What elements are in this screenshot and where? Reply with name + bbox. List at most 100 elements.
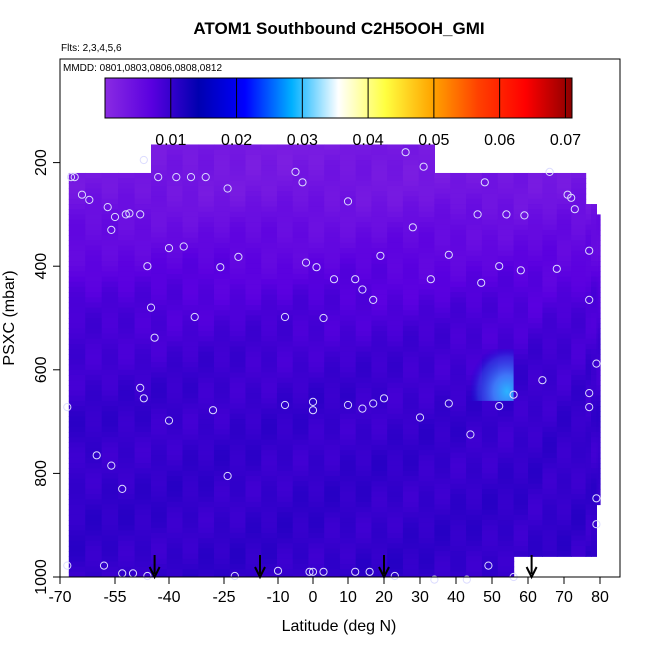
heatmap-cell	[101, 561, 119, 568]
heatmap-cell	[134, 183, 152, 190]
heatmap-cell	[324, 305, 341, 311]
observation-point	[509, 390, 518, 399]
heatmap-cell	[245, 481, 262, 487]
heatmap-cell	[513, 400, 529, 407]
heatmap-cell	[245, 273, 262, 280]
heatmap-cell	[213, 279, 231, 285]
heatmap-cell	[434, 297, 451, 304]
heatmap-cell	[542, 509, 558, 516]
heatmap-cell	[68, 312, 86, 319]
heatmap-cell	[166, 315, 184, 322]
heatmap-cell	[245, 574, 262, 577]
heatmap-cell	[585, 302, 592, 309]
heatmap-cell	[68, 302, 86, 309]
heatmap-cell	[585, 276, 592, 283]
heatmap-cell	[261, 279, 278, 285]
heatmap-cell	[481, 302, 499, 309]
heatmap-cell	[85, 406, 103, 412]
x-tick-label: 10	[339, 589, 357, 606]
heatmap-cell	[198, 538, 215, 544]
heatmap-cell	[591, 525, 597, 531]
heatmap-cell	[261, 268, 278, 275]
heatmap-cell	[134, 494, 152, 500]
heatmap-cell	[166, 248, 184, 254]
observation-point	[358, 404, 367, 413]
heatmap-cell	[245, 413, 262, 420]
heatmap-cell	[596, 385, 599, 392]
heatmap-cell	[339, 548, 357, 555]
heatmap-cell	[245, 222, 262, 228]
heatmap-cell	[402, 185, 420, 192]
y-tick-label: 1000	[33, 559, 50, 595]
heatmap-cell	[556, 292, 572, 298]
heatmap-cell	[292, 564, 310, 570]
heatmap-cell	[166, 149, 184, 156]
heatmap-cell	[450, 525, 467, 531]
heatmap-cell	[434, 235, 451, 241]
heatmap-cell	[101, 266, 119, 272]
heatmap-cell	[68, 307, 86, 314]
x-tick-label: -70	[48, 589, 71, 606]
heatmap-cell	[245, 455, 262, 462]
heatmap-cell	[591, 457, 597, 464]
heatmap-cell	[85, 354, 103, 361]
heatmap-cell	[118, 452, 136, 459]
heatmap-cell	[371, 341, 388, 348]
heatmap-cell	[434, 292, 451, 298]
heatmap-cell	[292, 419, 310, 425]
heatmap-cell	[434, 509, 451, 516]
heatmap-cell	[450, 318, 467, 324]
heatmap-cell	[339, 299, 357, 306]
heatmap-cell	[151, 206, 168, 213]
heatmap-cell	[513, 442, 529, 449]
heatmap-cell	[402, 491, 420, 498]
heatmap-cell	[324, 548, 341, 555]
heatmap-cell	[513, 178, 529, 184]
heatmap-cell	[166, 486, 184, 493]
heatmap-cell	[598, 478, 601, 485]
heatmap-cell	[245, 211, 262, 218]
heatmap-cell	[387, 180, 404, 187]
heatmap-cell	[387, 382, 404, 389]
heatmap-cell	[339, 289, 357, 296]
heatmap-cell	[85, 219, 103, 226]
heatmap-cell	[402, 398, 420, 405]
heatmap-cell	[513, 204, 529, 210]
heatmap-cell	[151, 294, 168, 301]
heatmap-cell	[418, 444, 435, 451]
heatmap-cell	[213, 372, 231, 379]
heatmap-cell	[292, 450, 310, 456]
heatmap-cell	[134, 525, 152, 531]
heatmap-cell	[166, 439, 184, 446]
heatmap-cell	[513, 333, 529, 340]
heatmap-cell	[151, 413, 168, 420]
heatmap-cell	[450, 307, 467, 314]
observation-point	[280, 400, 290, 410]
heatmap-cell	[68, 452, 86, 459]
heatmap-cell	[229, 465, 247, 472]
heatmap-cell	[513, 530, 529, 537]
heatmap-cell	[292, 522, 310, 529]
heatmap-cell	[229, 569, 247, 576]
heatmap-cell	[466, 271, 483, 278]
heatmap-cell	[245, 154, 262, 161]
heatmap-cell	[68, 478, 86, 485]
heatmap-cell	[591, 380, 597, 386]
heatmap-cell	[556, 406, 572, 412]
heatmap-cell	[450, 261, 467, 267]
heatmap-cell	[229, 527, 247, 534]
heatmap-cell	[245, 336, 262, 342]
heatmap-cell	[571, 374, 587, 381]
heatmap-cell	[434, 369, 451, 376]
heatmap-cell	[591, 411, 597, 418]
heatmap-cell	[292, 382, 310, 389]
heatmap-cell	[466, 566, 483, 573]
heatmap-cell	[276, 413, 294, 420]
heatmap-cell	[387, 320, 404, 327]
heatmap-cell	[556, 447, 572, 454]
heatmap-cell	[542, 437, 558, 443]
heatmap-cell	[213, 413, 231, 420]
heatmap-cell	[134, 535, 152, 542]
heatmap-cell	[292, 351, 310, 358]
heatmap-cell	[68, 229, 86, 236]
